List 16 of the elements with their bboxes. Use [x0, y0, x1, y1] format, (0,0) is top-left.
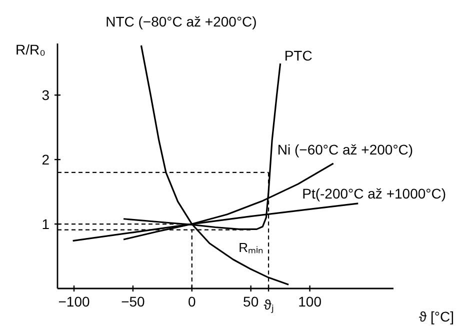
y-tick-label: 2 [42, 152, 50, 168]
y-axis-title: R/R₀ [16, 42, 46, 58]
annotation: Rₘᵢₙ [238, 240, 264, 255]
x-tick-label: 50 [243, 294, 259, 310]
y-tick-label: 3 [42, 87, 50, 104]
series-label: Ni (−60°C až +200°C) [277, 141, 414, 158]
x-tick-label: 100 [298, 294, 322, 310]
x-tick-label: −100 [58, 294, 90, 310]
x-tick-label: 0 [188, 294, 196, 310]
series-label: Pt(-200°C až +1000°C) [302, 185, 446, 202]
x-axis-title: ϑ [°C] [418, 308, 454, 324]
x-tick-label: ϑⱼ [264, 296, 274, 314]
y-tick-label: 1 [42, 216, 50, 232]
series-label: PTC [284, 47, 312, 64]
text: NTC (−80°C až +200°C) [106, 13, 257, 30]
x-tick-label: −50 [121, 294, 146, 310]
